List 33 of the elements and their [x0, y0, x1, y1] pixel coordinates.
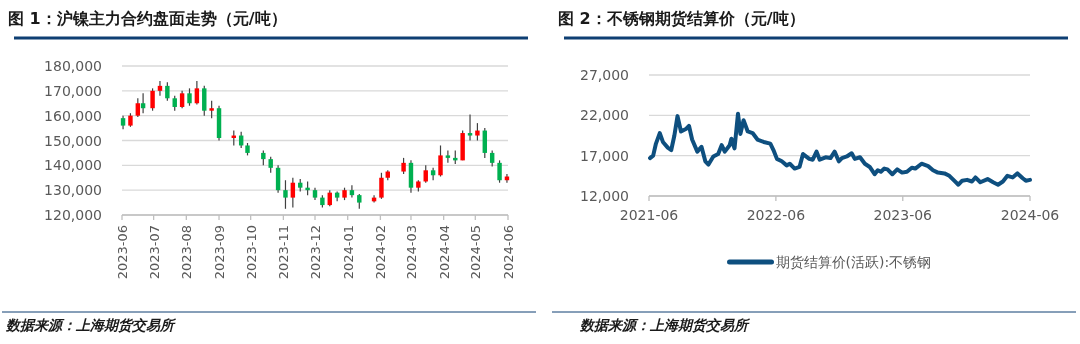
x-tick-label: 2023-07	[146, 225, 162, 280]
y-tick-label: 150,000	[44, 132, 102, 149]
y-tick-label: 180,000	[44, 58, 102, 74]
x-tick-label: 2021-06	[619, 207, 679, 223]
y-tick-label: 140,000	[44, 157, 102, 174]
x-tick-label: 2023-10	[243, 225, 259, 280]
y-tick-label: 160,000	[44, 107, 102, 124]
x-tick-label: 2024-06	[501, 225, 516, 280]
y-tick-label: 12,000	[580, 188, 629, 204]
x-tick-label: 2023-06	[115, 225, 130, 280]
x-tick-label: 2024-04	[436, 225, 452, 280]
source-note: 数据来源：上海期货交易所	[5, 317, 177, 333]
legend-label: 期货结算价(活跃):不锈钢	[775, 254, 932, 270]
x-tick-label: 2024-06	[1000, 207, 1060, 223]
x-tick-label: 2024-01	[340, 225, 356, 280]
y-tick-label: 120,000	[44, 207, 102, 223]
x-tick-label: 2024-05	[468, 225, 484, 280]
x-tick-label: 2023-08	[179, 225, 195, 280]
x-tick-label: 2023-06	[873, 207, 933, 223]
x-tick-label: 2023-12	[308, 225, 323, 280]
y-tick-label: 170,000	[44, 82, 102, 99]
x-tick-label: 2024-02	[373, 225, 389, 280]
chart-title: 图 1：沪镍主力合约盘面走势（元/吨）	[8, 9, 287, 28]
x-tick-label: 2022-06	[746, 207, 806, 223]
y-tick-label: 27,000	[580, 67, 629, 83]
source-note: 数据来源：上海期货交易所	[579, 317, 751, 333]
y-tick-label: 17,000	[580, 147, 629, 164]
x-tick-label: 2023-11	[276, 225, 292, 280]
y-tick-label: 22,000	[580, 107, 629, 124]
x-tick-label: 2023-09	[212, 225, 228, 280]
chart-title: 图 2：不锈钢期货结算价（元/吨）	[558, 9, 805, 28]
y-tick-label: 130,000	[44, 182, 102, 199]
x-tick-label: 2024-03	[403, 225, 419, 280]
